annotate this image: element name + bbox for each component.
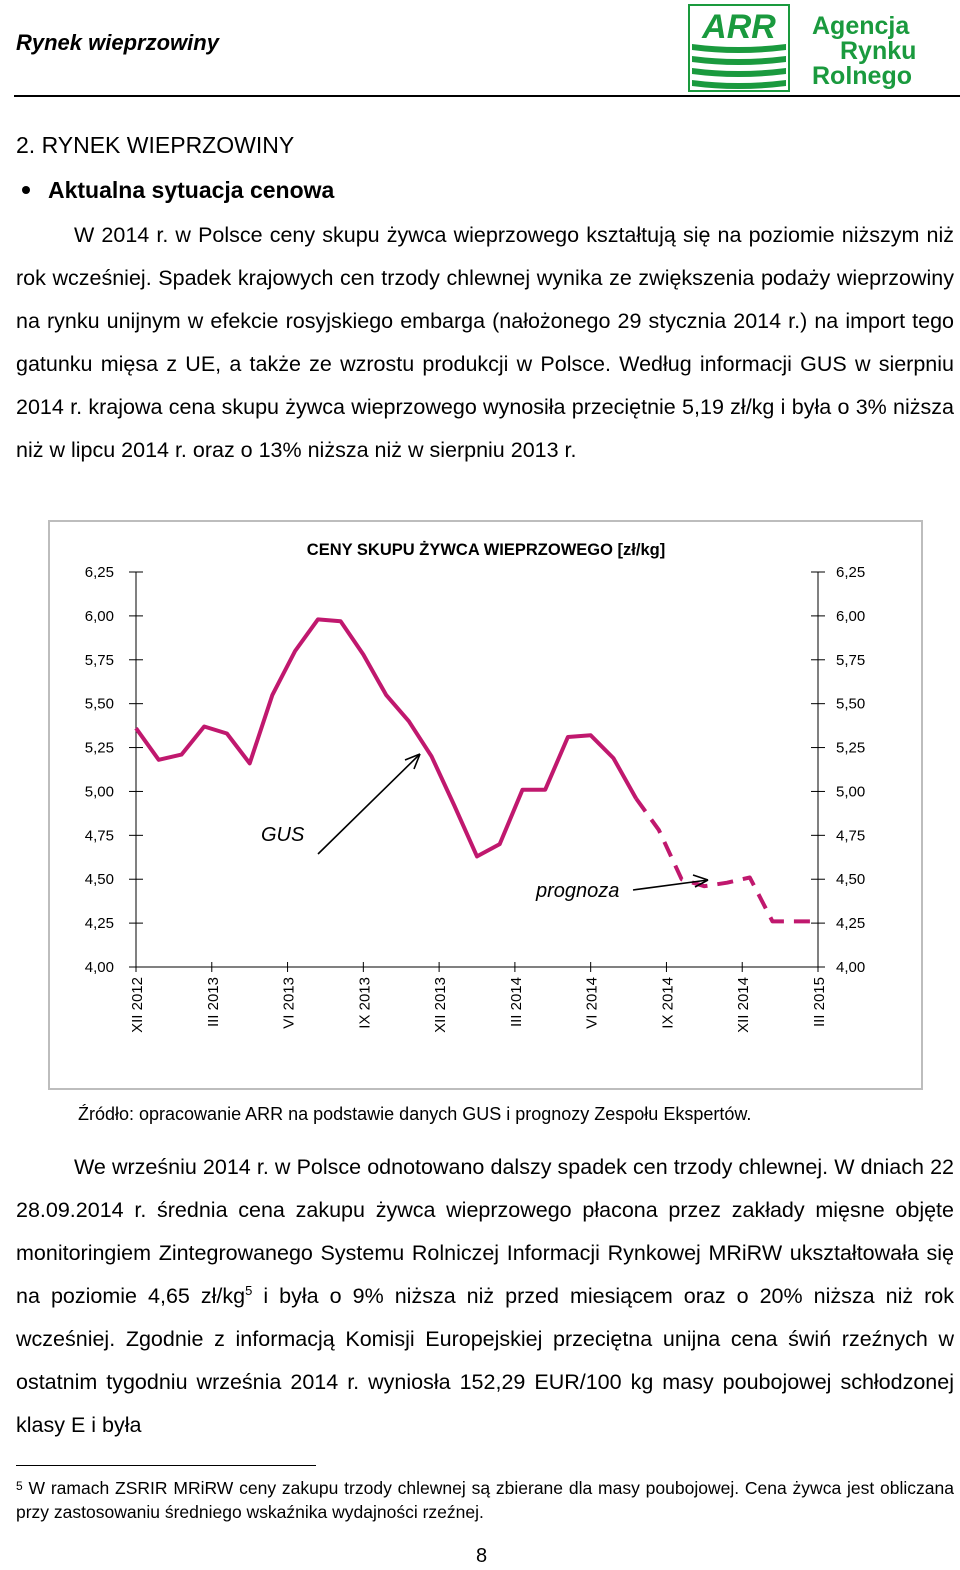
x-tick-label: VI 2013 — [281, 977, 298, 1029]
header-title: Rynek wieprzowiny — [16, 30, 219, 55]
chart-frame — [48, 520, 923, 1090]
y-tick-label-right: 6,25 — [836, 564, 865, 581]
chart-source: Źródło: opracowanie ARR na podstawie dan… — [78, 1104, 752, 1124]
footnote-ref: 5 — [245, 1282, 253, 1298]
annotation-gus: GUS — [261, 824, 305, 846]
x-tick-label: XII 2014 — [735, 977, 752, 1033]
price-chart: CENY SKUPU ŻYWCA WIEPRZOWEGO [zł/kg] 6,2… — [48, 520, 923, 1090]
footnote-rule — [16, 1465, 316, 1466]
y-tick-label-right: 5,00 — [836, 783, 865, 800]
section-title: 2. RYNEK WIEPRZOWINY — [16, 132, 295, 158]
x-tick-label: XII 2012 — [129, 977, 146, 1033]
footnote-text: W ramach ZSRIR MRiRW ceny zakupu trzody … — [16, 1478, 954, 1522]
logo-abbr: ARR — [701, 8, 776, 46]
y-tick-label-right: 5,50 — [836, 696, 865, 713]
y-tick-label-right: 5,75 — [836, 652, 865, 669]
y-tick-label-right: 4,25 — [836, 915, 865, 932]
y-tick-label-right: 6,00 — [836, 608, 865, 625]
paragraph-2: We wrześniu 2014 r. w Polsce odnotowano … — [16, 1146, 954, 1447]
logo-line-2: Rynku — [840, 37, 916, 65]
logo-line-3: Rolnego — [812, 62, 912, 90]
y-tick-label-left: 4,00 — [85, 959, 114, 976]
annotation-prognoza: prognoza — [535, 880, 619, 902]
x-tick-label: XII 2013 — [432, 977, 449, 1033]
annotation-gus-arrowhead — [404, 753, 421, 770]
x-tick-label: III 2013 — [205, 977, 222, 1027]
bullet-heading-text: Aktualna sytuacja cenowa — [48, 177, 335, 203]
y-tick-label-right: 4,00 — [836, 959, 865, 976]
logo-line-1: Agencja — [812, 12, 910, 40]
header-rule — [14, 95, 960, 97]
x-tick-label: IX 2013 — [356, 977, 373, 1029]
series-line-GUS — [134, 617, 638, 859]
annotation-prognoza-arrowhead — [692, 874, 709, 888]
footnote-number: 5 — [16, 1479, 23, 1493]
y-tick-label-right: 4,75 — [836, 827, 865, 844]
y-tick-label-left: 5,00 — [85, 783, 114, 800]
y-tick-label-left: 5,25 — [85, 740, 114, 757]
page-number: 8 — [476, 1545, 488, 1567]
x-tick-label: III 2015 — [811, 977, 828, 1027]
y-tick-label-left: 5,50 — [85, 696, 114, 713]
y-tick-label-right: 5,25 — [836, 740, 865, 757]
x-tick-label: III 2014 — [508, 977, 525, 1027]
paragraph-1: W 2014 r. w Polsce ceny skupu żywca wiep… — [16, 223, 954, 462]
footnote: 5 W ramach ZSRIR MRiRW ceny zakupu trzod… — [16, 1476, 954, 1524]
annotation-prognoza-arrow — [632, 879, 709, 891]
x-tick-label: IX 2014 — [659, 977, 676, 1029]
y-tick-label-left: 6,25 — [85, 564, 114, 581]
y-tick-label-left: 6,00 — [85, 608, 114, 625]
y-tick-label-left: 4,75 — [85, 827, 114, 844]
paragraph-2-part-1: We wrześniu 2014 r. w Polsce odnotowano … — [16, 1155, 954, 1308]
series-line-prognoza — [634, 797, 818, 924]
paragraph-2-part-2: i była o 9% niższa niż przed miesiącem o… — [16, 1284, 954, 1437]
y-tick-label-right: 4,50 — [836, 871, 865, 888]
bullet-dot — [22, 186, 30, 194]
arr-logo: ARR Agencja Rynku Rolnego — [688, 4, 916, 92]
y-tick-label-left: 4,50 — [85, 871, 114, 888]
y-tick-label-left: 5,75 — [85, 652, 114, 669]
annotation-gus-arrow — [317, 753, 421, 855]
bullet-heading: Aktualna sytuacja cenowa — [16, 177, 334, 204]
y-tick-label-left: 4,25 — [85, 915, 114, 932]
chart-title: CENY SKUPU ŻYWCA WIEPRZOWEGO [zł/kg] — [307, 541, 665, 559]
x-tick-label: VI 2014 — [584, 977, 601, 1029]
